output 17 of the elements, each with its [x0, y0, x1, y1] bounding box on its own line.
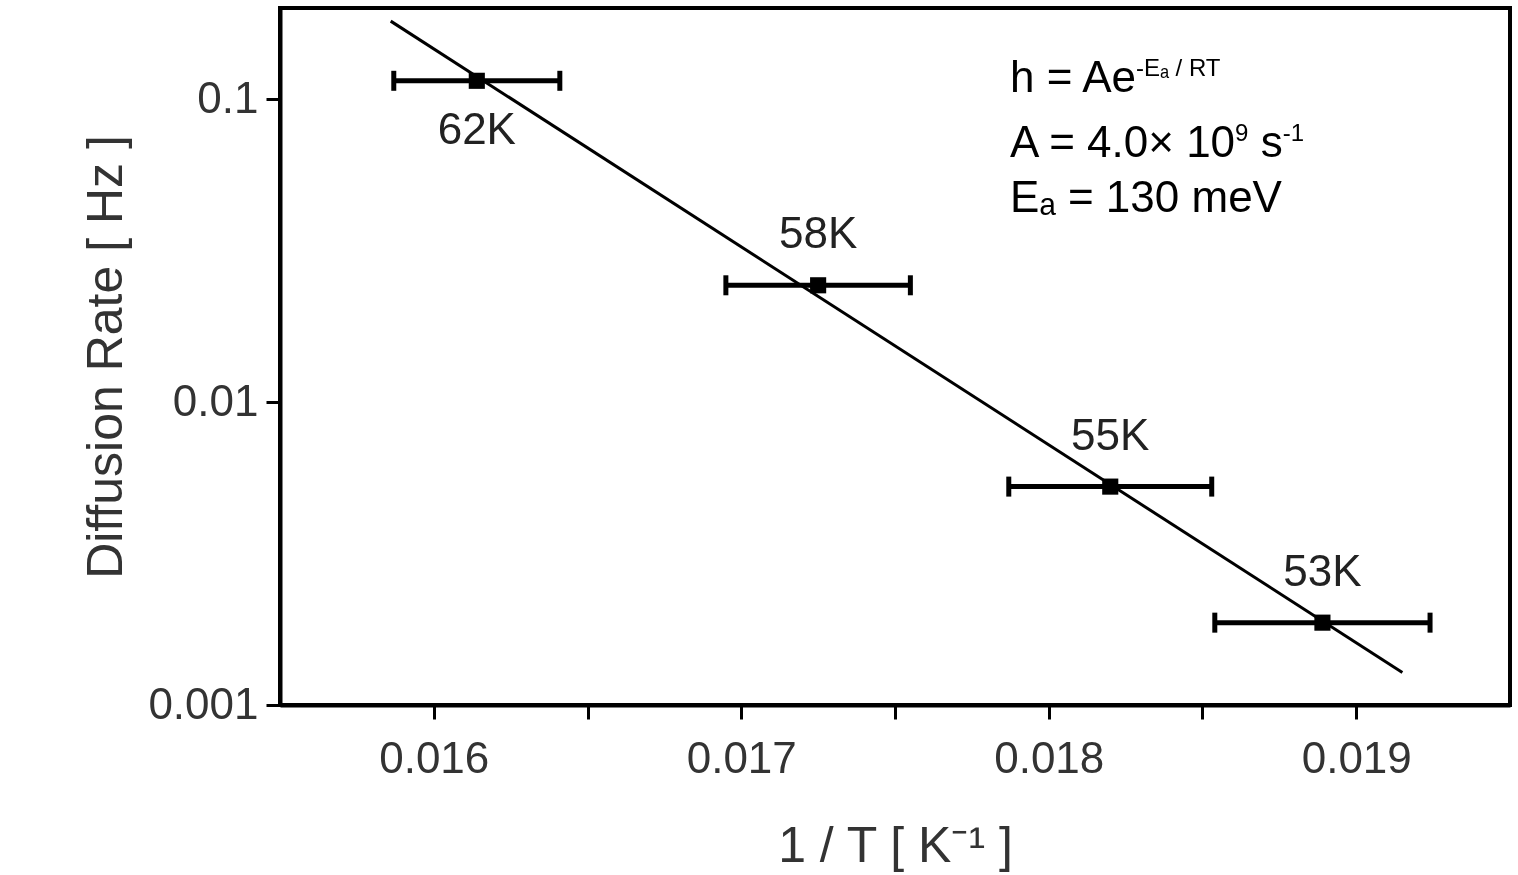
- annotation: 55K: [1071, 409, 1150, 459]
- y-tick-label: 0.01: [172, 375, 259, 425]
- annotation: h = Ae$^{-Eₐ / RT}$: [1010, 50, 1222, 103]
- point: [810, 277, 827, 294]
- y-axis-title: Diffusion Rate [ Hz ]: [77, 135, 134, 579]
- annotation: 58K: [778, 208, 858, 258]
- y-tick-label: 0.1: [197, 72, 259, 122]
- x-axis-title: 1 / T [ K⁻¹ ]: [778, 816, 1013, 873]
- annotation: 53K: [1283, 545, 1362, 595]
- annotation: Eₐ = 130 meV: [1010, 171, 1283, 224]
- y-tick-label: 0.001: [148, 678, 259, 728]
- x-tick-label: 0.018: [994, 732, 1105, 782]
- annotation: A = 4.0× 10$^{9}$ s$^{-1}$: [1010, 115, 1305, 168]
- x-tick-label: 0.017: [686, 732, 797, 782]
- x-tick-label: 0.019: [1301, 732, 1412, 782]
- annotation: 62K: [437, 103, 516, 153]
- x-tick-label: 0.016: [379, 732, 490, 782]
